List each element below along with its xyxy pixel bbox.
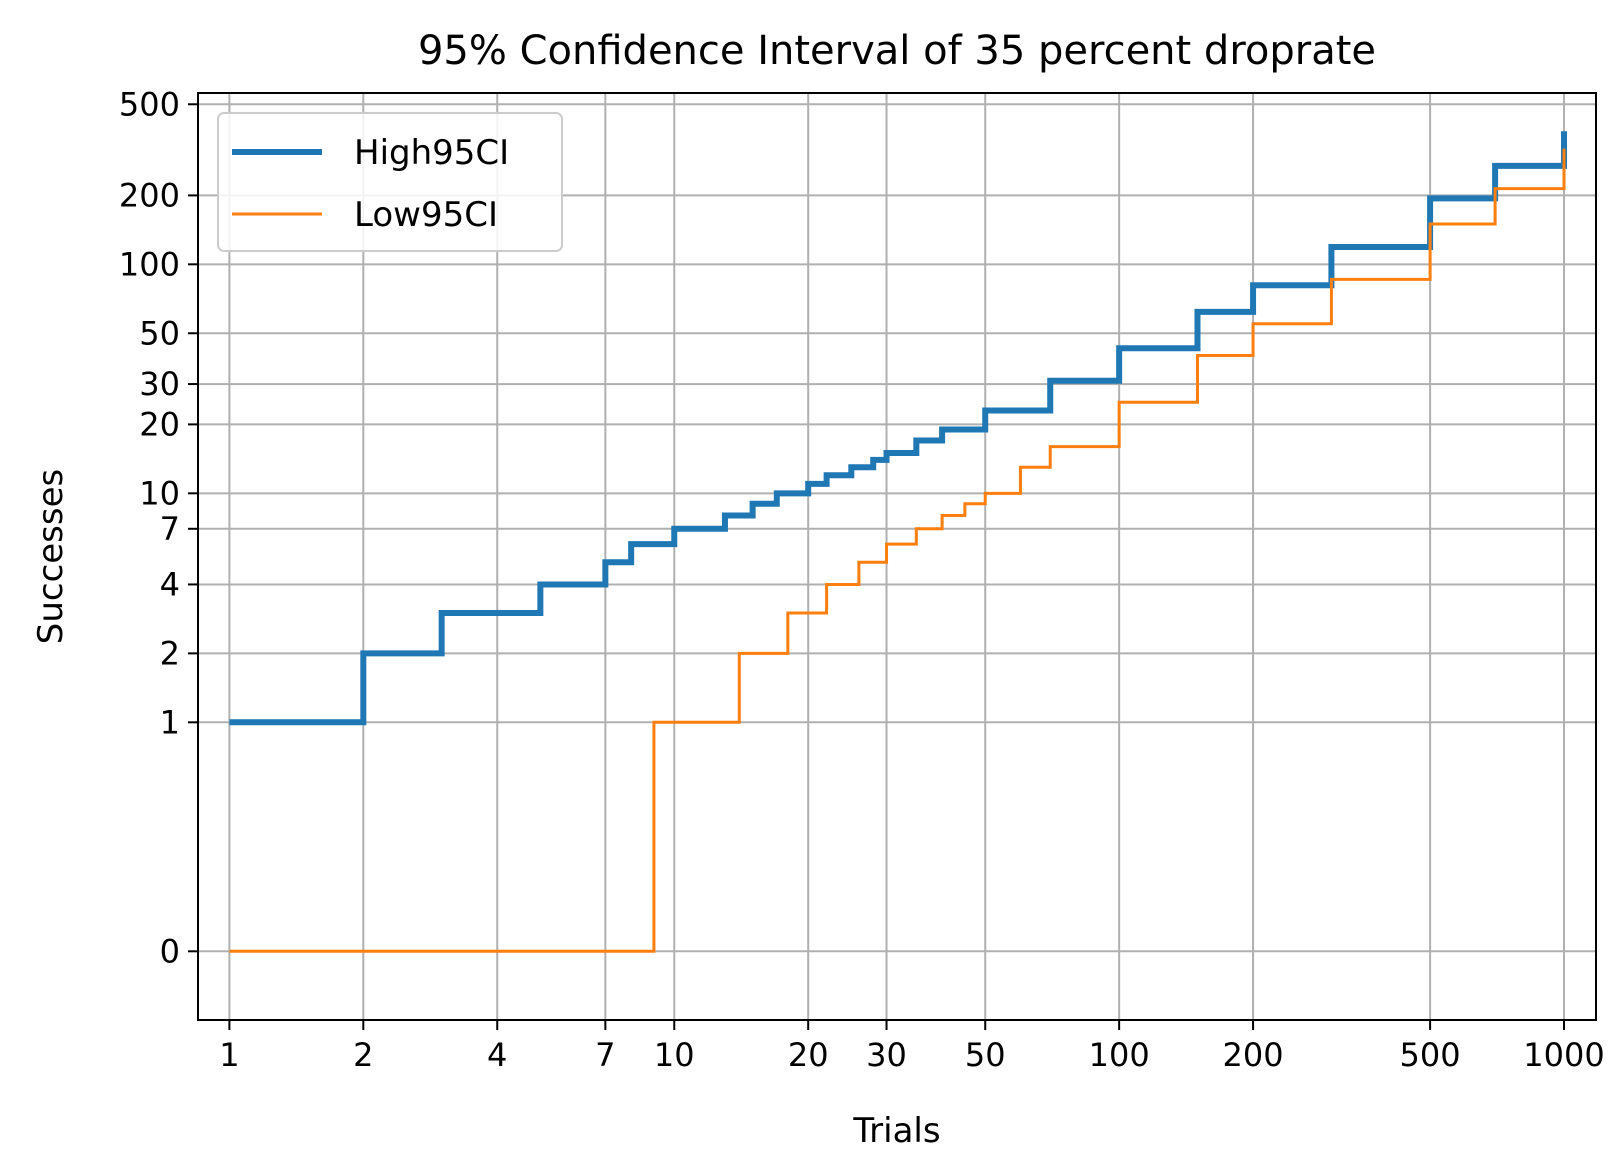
x-tick-label: 200 <box>1223 1036 1284 1074</box>
x-tick-label: 30 <box>866 1036 907 1074</box>
y-tick-label: 1 <box>160 703 180 741</box>
x-tick-label: 1000 <box>1523 1036 1604 1074</box>
y-tick-label: 0 <box>160 932 180 970</box>
y-tick-label: 500 <box>119 85 180 123</box>
y-tick-label: 30 <box>139 365 180 403</box>
y-tick-label: 100 <box>119 245 180 283</box>
x-tick-label: 2 <box>353 1036 373 1074</box>
y-tick-label: 50 <box>139 314 180 352</box>
series-line-low95ci <box>229 148 1566 953</box>
x-tick-label: 100 <box>1089 1036 1150 1074</box>
y-tick-label: 4 <box>160 565 180 603</box>
x-tick-label: 10 <box>654 1036 695 1074</box>
legend-label-high95ci: High95CI <box>354 133 509 173</box>
y-axis-label: Successes <box>31 469 71 645</box>
y-tick-label: 2 <box>160 634 180 672</box>
x-tick-label: 1 <box>219 1036 239 1074</box>
x-tick-label: 7 <box>595 1036 615 1074</box>
x-tick-label: 500 <box>1400 1036 1461 1074</box>
x-axis-label: Trials <box>852 1111 940 1151</box>
chart-title: 95% Confidence Interval of 35 percent dr… <box>418 28 1376 74</box>
y-tick-label: 7 <box>160 510 180 548</box>
legend-box <box>217 112 563 252</box>
y-tick-label: 20 <box>139 405 180 443</box>
y-tick-label: 200 <box>119 176 180 214</box>
x-tick-label: 4 <box>487 1036 507 1074</box>
x-tick-label: 20 <box>788 1036 829 1074</box>
x-axis-ticks: 1 2 4 7 10 20 30 50 100 200 500 1000 <box>219 1020 1605 1074</box>
series-lines <box>229 131 1568 953</box>
y-tick-label: 10 <box>139 474 180 512</box>
legend-label-low95ci: Low95CI <box>354 195 498 235</box>
x-tick-label: 50 <box>965 1036 1006 1074</box>
series-line-high95ci <box>229 131 1568 726</box>
legend: High95CI Low95CI <box>217 112 563 252</box>
plot-frame <box>197 92 1597 1021</box>
